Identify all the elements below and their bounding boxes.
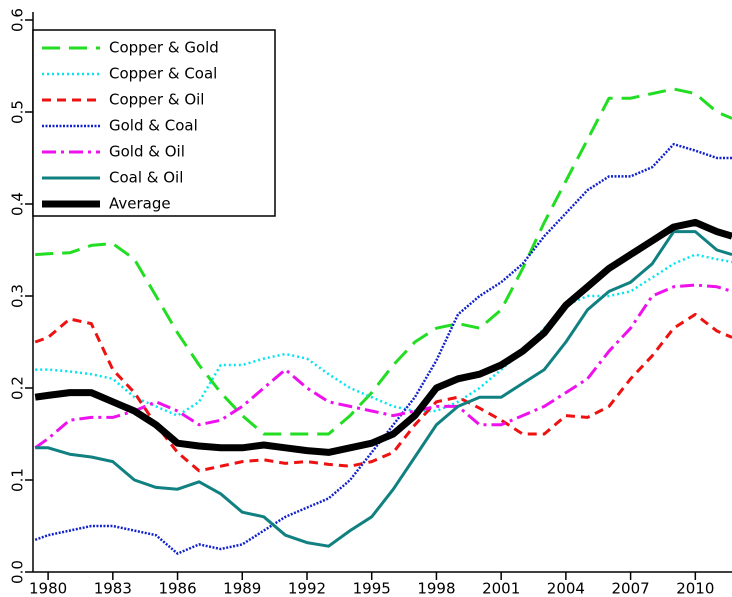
- y-tick-label: 0.2: [9, 376, 27, 400]
- x-tick-label: 1983: [94, 580, 132, 597]
- series-line: [35, 230, 732, 548]
- x-tick-label: 1989: [223, 580, 261, 597]
- y-tick-label: 0.6: [9, 8, 27, 32]
- legend-label: Gold & Coal: [109, 117, 198, 135]
- y-tick-label: 0.4: [9, 192, 27, 216]
- x-tick-label: 1992: [288, 580, 326, 597]
- y-tick-label: 0.5: [9, 100, 27, 124]
- series-line: [35, 87, 732, 436]
- series-line: [34, 283, 732, 450]
- x-tick-label: 2004: [547, 580, 585, 597]
- legend-label: Coal & Oil: [109, 169, 183, 187]
- series-line: [35, 253, 732, 417]
- legend-label: Copper & Coal: [109, 65, 217, 83]
- x-tick-label: 2001: [482, 580, 520, 597]
- legend-label: Average: [109, 195, 171, 213]
- y-tick-label: 0.3: [9, 284, 27, 308]
- x-tick-label: 1980: [29, 580, 67, 597]
- series-line: [34, 218, 732, 456]
- x-tick-label: 2010: [676, 580, 714, 597]
- x-tick-label: 1995: [353, 580, 391, 597]
- legend-label: Gold & Oil: [109, 143, 185, 161]
- y-tick-label: 0.0: [9, 560, 27, 584]
- y-tick-label: 0.1: [9, 468, 27, 492]
- series-line: [34, 142, 732, 555]
- x-tick-label: 2007: [612, 580, 650, 597]
- legend-label: Copper & Gold: [109, 39, 219, 57]
- x-tick-label: 1998: [417, 580, 455, 597]
- x-tick-label: 1986: [158, 580, 196, 597]
- legend-label: Copper & Oil: [109, 91, 204, 109]
- legend-box: [32, 29, 276, 217]
- series-line: [34, 312, 732, 473]
